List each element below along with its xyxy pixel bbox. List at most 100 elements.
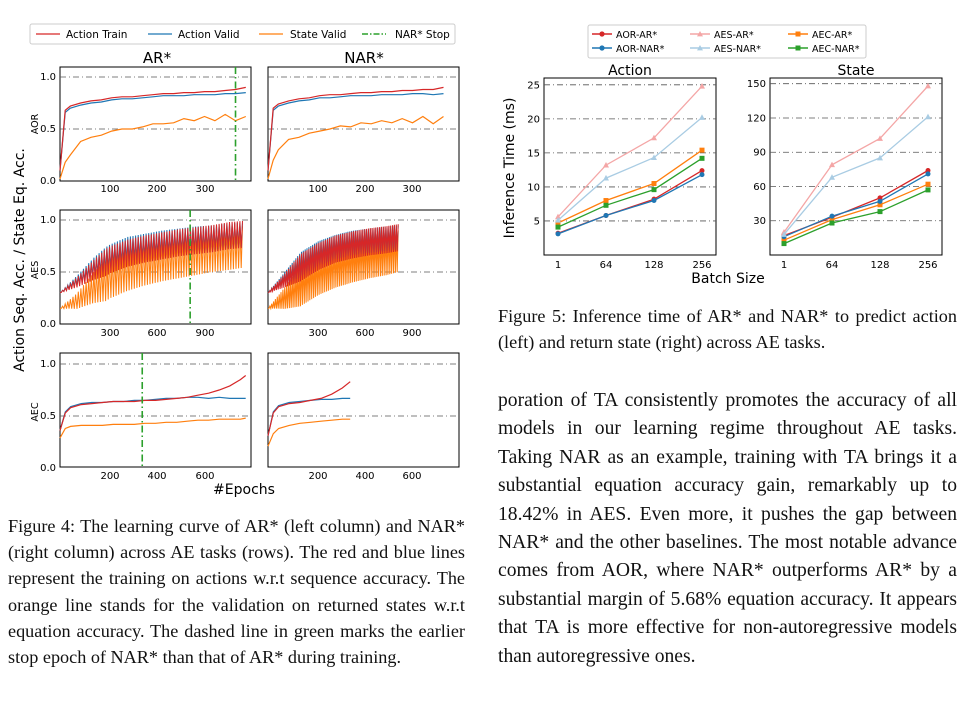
ytick-label: 150: [747, 79, 766, 90]
data-point-aor-nar: [603, 213, 609, 219]
action-train-line: [59, 86, 246, 171]
ytick-label: 0.5: [40, 411, 56, 422]
series-line-aes-nar: [783, 116, 929, 235]
series-line-aes-ar: [783, 85, 929, 233]
figure-5-caption: Figure 5: Inference time of AR* and NAR*…: [498, 306, 957, 353]
panel-aec-ar: 1.0 0.5 0.0 200 400 600: [40, 352, 252, 482]
state-valid-line: [267, 115, 444, 180]
data-point-aes-ar: [925, 82, 931, 89]
panel-state: 30 60 90 120 150 1 64 128 256: [747, 77, 943, 271]
legend-marker-circle: [599, 31, 605, 37]
data-point-aor-nar: [925, 171, 931, 177]
panel-title-action: Action: [608, 63, 652, 79]
xtick-label: 200: [147, 184, 166, 195]
xtick-label: 200: [308, 471, 327, 482]
fig5-legend: AOR-AR* AES-AR* AEC-AR* AOR-NAR* AES-NAR…: [587, 24, 867, 59]
xtick-label: 256: [692, 260, 711, 271]
data-point-aec-ar: [925, 181, 931, 187]
data-point-aes-ar: [555, 213, 561, 220]
row-label-aor: AOR: [30, 113, 41, 134]
legend-label-action-train: Action Train: [66, 29, 127, 41]
data-point-aes-ar: [699, 82, 705, 89]
panel-title-state: State: [837, 63, 874, 79]
data-point-aec-nar: [699, 155, 705, 161]
ytick-label: 1.0: [40, 72, 56, 83]
action-train-line: [59, 220, 243, 294]
data-point-aor-nar: [877, 198, 883, 204]
fig5-legend-swatches: [592, 31, 808, 51]
ytick-label: 0.0: [40, 319, 56, 330]
xtick-label: 600: [355, 328, 374, 339]
panel-aor-ar: 1.0 0.5 0.0 100 200 300: [40, 66, 252, 195]
data-point-aec-ar: [781, 237, 787, 243]
panel-aor-ar-lines: [59, 67, 247, 181]
data-point-aes-nar: [925, 113, 931, 120]
data-point-aes-ar: [603, 161, 609, 168]
data-point-aec-ar: [829, 217, 835, 223]
data-point-aes-nar: [781, 231, 787, 237]
data-point-aec-nar: [555, 224, 561, 230]
fig5-y-axis-label: Inference Time (ms): [502, 98, 518, 239]
data-point-aec-ar: [651, 181, 657, 187]
panel-aec-ar-lines: [59, 353, 247, 467]
ytick-label: 20: [527, 114, 540, 125]
ytick-label: 120: [747, 113, 766, 124]
figure-5-inference-time: AOR-AR* AES-AR* AEC-AR* AOR-NAR* AES-NAR…: [502, 24, 943, 287]
fig4-x-axis-label: #Epochs: [213, 482, 275, 498]
series-line-aec-ar: [557, 149, 703, 224]
ytick-label: 0.5: [40, 124, 56, 135]
series-line-aec-nar: [783, 189, 929, 245]
fig4-y-axis-label: Action Seq. Acc. / State Eq. Acc.: [12, 148, 28, 372]
ytick-label: 1.0: [40, 215, 56, 226]
state-valid-line: [59, 113, 247, 180]
ytick-label: 90: [753, 148, 766, 159]
data-point-aes-nar: [603, 174, 609, 181]
xtick-label: 600: [195, 471, 214, 482]
ytick-label: 1.0: [40, 359, 56, 370]
data-point-aec-nar: [651, 187, 657, 193]
data-point-aor-nar: [699, 172, 705, 178]
data-point-aec-nar: [781, 241, 787, 247]
data-point-aec-ar: [603, 198, 609, 204]
ytick-label: 5: [534, 216, 540, 227]
xtick-label: 300: [195, 184, 214, 195]
row-label-aes: AES: [30, 261, 41, 280]
ytick-label: 10: [527, 182, 540, 193]
xtick-label: 300: [308, 328, 327, 339]
data-point-aes-ar: [877, 135, 883, 141]
xtick-label: 400: [147, 471, 166, 482]
xtick-label: 600: [402, 471, 421, 482]
legend-label-aes-ar: AES-AR*: [714, 30, 754, 41]
data-point-aec-nar: [829, 220, 835, 226]
xtick-label: 128: [870, 260, 889, 271]
series-line-aor-ar: [783, 169, 929, 237]
xtick-label: 64: [600, 260, 613, 271]
data-point-aor-nar: [555, 231, 561, 237]
ytick-label: 25: [527, 80, 540, 91]
legend-label-aor-ar: AOR-AR*: [616, 30, 657, 41]
panel-aes-ar: 1.0 0.5 0.0 300 600 900: [40, 209, 252, 339]
data-point-aes-nar: [877, 154, 883, 161]
xtick-label: 256: [918, 260, 937, 271]
figure-4-learning-curves: Action Train Action Valid State Valid NA…: [12, 23, 460, 498]
xtick-label: 300: [402, 184, 421, 195]
state-valid-line: [59, 417, 246, 439]
legend-marker-triangle: [697, 45, 703, 51]
xtick-label: 100: [308, 184, 327, 195]
series-line-aor-nar: [783, 173, 929, 238]
panel-action: 5 10 15 20 25 1 64 128 256: [527, 77, 717, 271]
legend-label-nar-stop: NAR* Stop: [395, 29, 450, 41]
action-valid-line: [59, 92, 246, 171]
data-point-aes-nar: [829, 174, 835, 180]
ytick-label: 15: [527, 148, 540, 159]
xtick-label: 1: [555, 260, 561, 271]
row-label-aec: AEC: [30, 402, 41, 422]
data-point-aec-nar: [877, 209, 883, 215]
action-train-line: [267, 224, 399, 294]
data-point-aec-ar: [877, 202, 883, 208]
legend-label-aec-ar: AEC-AR*: [812, 30, 852, 41]
xtick-label: 400: [355, 471, 374, 482]
ytick-label: 30: [753, 216, 766, 227]
series-line-aec-ar: [783, 183, 929, 241]
action-train-line: [267, 86, 444, 171]
